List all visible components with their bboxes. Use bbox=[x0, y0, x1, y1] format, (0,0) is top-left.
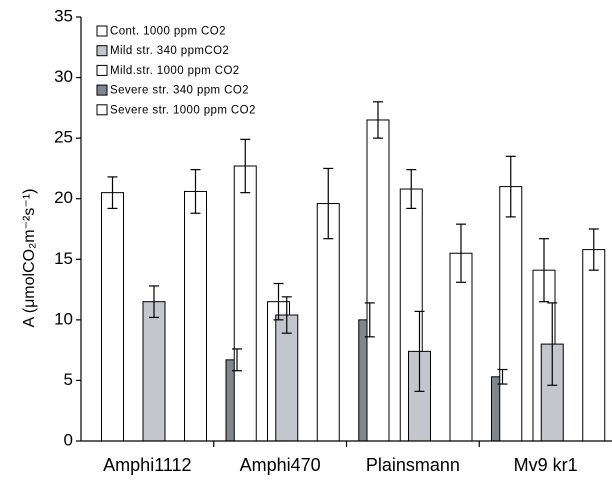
error-bars bbox=[107, 101, 599, 392]
x-tick-label: Amphi470 bbox=[240, 455, 321, 475]
y-tick-label: 15 bbox=[54, 249, 73, 268]
plot-area: 0 5 10 15 20 25 30 35 Amphi1112 Amphi470 Plainsma… bbox=[54, 6, 612, 475]
legend-label: Severe str. 340 ppm CO2 bbox=[110, 85, 249, 97]
x-tick-label: Plainsmann bbox=[366, 455, 460, 475]
legend-swatch bbox=[96, 104, 108, 116]
bar bbox=[233, 165, 257, 442]
y-ticks: 0 5 10 15 20 25 30 35 bbox=[54, 6, 81, 449]
bar bbox=[275, 314, 299, 442]
bar bbox=[582, 249, 606, 442]
y-tick-label: 5 bbox=[64, 370, 73, 389]
y-tick-label: 25 bbox=[54, 128, 73, 147]
legend-label: Severe str. 1000 ppm CO2 bbox=[110, 104, 256, 116]
bar bbox=[366, 119, 390, 442]
x-tick-label: Mv9 kr1 bbox=[514, 455, 578, 475]
legend-swatch bbox=[96, 64, 108, 76]
x-tick-label: Amphi1112 bbox=[103, 455, 191, 475]
legend-label: Mild str. 340 ppmCO2 bbox=[110, 45, 229, 57]
y-tick-label: 10 bbox=[54, 309, 73, 328]
legend: Cont. 1000 ppm CO2 Mild str. 340 ppmCO2 Mi… bbox=[96, 25, 256, 116]
y-axis-label-group: A (μmolCO₂m⁻²s⁻¹) bbox=[21, 189, 38, 328]
bar bbox=[499, 186, 523, 442]
y-tick-label: 35 bbox=[54, 6, 73, 25]
legend-swatch bbox=[96, 45, 108, 57]
bars bbox=[101, 119, 606, 442]
bar bbox=[184, 190, 207, 442]
y-tick-label: 30 bbox=[54, 67, 73, 86]
bar bbox=[101, 192, 124, 442]
y-tick-label: 0 bbox=[64, 430, 73, 449]
legend-label: Mild.str. 1000 ppm CO2 bbox=[110, 65, 240, 77]
bar bbox=[142, 301, 166, 442]
legend-swatch bbox=[96, 25, 108, 37]
legend-swatch bbox=[96, 84, 108, 96]
x-ticks: Amphi1112 Amphi470 Plainsmann Mv9 kr1 bbox=[103, 441, 578, 475]
legend-label: Cont. 1000 ppm CO2 bbox=[110, 26, 226, 38]
y-tick-label: 20 bbox=[54, 188, 73, 207]
y-axis-label: A (μmolCO₂m⁻²s⁻¹) bbox=[21, 189, 38, 328]
